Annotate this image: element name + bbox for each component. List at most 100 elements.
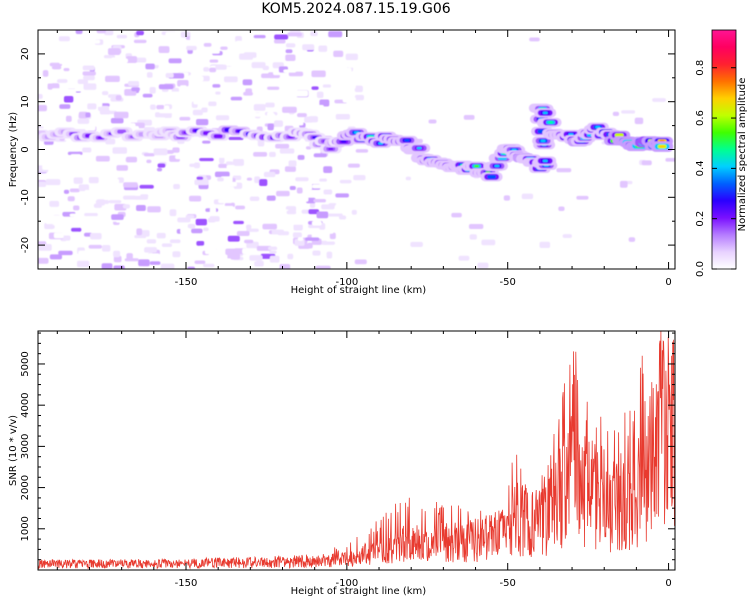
- spectrogram-cell: [242, 248, 255, 254]
- spectrogram-cell: [618, 36, 630, 41]
- spectrogram-cell: [289, 122, 304, 126]
- spectrogram-cell: [113, 154, 126, 159]
- spectrogram-cell: [235, 205, 246, 210]
- spectrogram-cell: [249, 255, 263, 261]
- spectrogram-cell: [528, 80, 540, 85]
- spectrogram-cell: [641, 155, 651, 160]
- spectrogram-cell: [160, 202, 175, 207]
- spectrogram-cell: [203, 67, 210, 72]
- spectrogram-cell: [58, 57, 71, 64]
- spectrogram-cell: [45, 179, 61, 186]
- spectrogram-cell: [73, 205, 80, 211]
- spectrogram-cell: [112, 147, 127, 154]
- spectrogram-cell: [111, 214, 124, 220]
- spectrogram-cell: [222, 258, 232, 263]
- spectrogram-cell: [38, 181, 47, 188]
- spectrogram-cell: [269, 151, 276, 158]
- spectrogram-cell: [239, 167, 254, 174]
- spectrogram-cell: [274, 120, 283, 127]
- spectrogram-cell: [267, 123, 274, 131]
- spectrogram-cell: [345, 32, 352, 40]
- spectrogram-cell: [303, 40, 312, 44]
- spectrogram-cell: [308, 209, 320, 215]
- spectrogram-cell: [169, 239, 181, 244]
- spectrogram-cell: [207, 50, 220, 54]
- spectrogram-cell: [652, 98, 666, 102]
- spectrogram-cell: [269, 255, 280, 263]
- spectrogram-cell: [353, 175, 366, 181]
- spectrogram-cell: [149, 192, 160, 197]
- spectrogram-cell: [169, 209, 177, 217]
- spectrogram-cell: [279, 238, 286, 243]
- spectrogram-cell: [310, 31, 318, 37]
- spectrogram-cell: [309, 202, 316, 208]
- spectrogram-cell: [82, 71, 96, 76]
- spectrogram-cell: [275, 186, 290, 190]
- spectrogram-cell: [380, 153, 388, 160]
- spectrogram-cell: [481, 239, 496, 246]
- spectrogram-cell: [116, 165, 128, 171]
- spectrogram-cell: [161, 243, 173, 247]
- spectrogram-cell: [651, 220, 663, 224]
- spectrogram-cell: [136, 228, 143, 236]
- spectrogram-cell: [313, 199, 326, 203]
- snr-xtick-label: -150: [175, 578, 198, 589]
- spectrogram-cell: [189, 195, 202, 202]
- spectrogram-cell: [156, 65, 167, 73]
- spectrogram-cell: [264, 208, 274, 214]
- spectrogram-cell: [156, 183, 171, 190]
- spectrogram-cell: [311, 70, 326, 78]
- spectrogram-cell: [153, 148, 168, 156]
- spectrogram-cell: [156, 232, 166, 239]
- spectrogram-cell: [107, 237, 119, 244]
- spectrogram-cell: [73, 56, 82, 61]
- spectrogram-cell: [64, 88, 77, 94]
- spectrogram-cell: [347, 62, 355, 68]
- spectrogram-cell: [263, 158, 272, 164]
- spectrogram-cell: [267, 111, 274, 119]
- spectrogram-cell: [255, 237, 262, 241]
- spectrogram-cell: [265, 102, 275, 108]
- spectrogram-cell: [132, 95, 140, 103]
- spectrogram-cell: [105, 75, 120, 83]
- spectrogram-cell: [150, 97, 156, 104]
- spectrogram-cell: [395, 261, 408, 268]
- spectrogram-cell: [52, 224, 67, 229]
- spectrogram-cell: [421, 247, 435, 255]
- spectrogram-cell: [340, 200, 348, 204]
- spectrogram-cell: [84, 189, 90, 196]
- spectrogram-cell: [335, 91, 349, 99]
- spectrogram-cell: [93, 203, 102, 208]
- spectrogram-cell: [38, 257, 49, 264]
- spectrogram-cell: [226, 84, 238, 90]
- spectrogram-cell: [84, 124, 96, 131]
- spectrogram-cell: [339, 179, 352, 184]
- spectrogram-cell: [78, 111, 88, 119]
- spectrogram-cell: [156, 104, 165, 110]
- snr-xtick-label: -100: [335, 578, 358, 589]
- spectrogram-cell: [275, 143, 290, 149]
- spectrogram-cell: [138, 259, 150, 267]
- spectrogram-cell: [108, 48, 121, 55]
- spectrogram-cell: [214, 171, 230, 178]
- spectrogram-cell: [351, 209, 357, 215]
- spectrogram-cell: [311, 86, 319, 90]
- spectrogram-cell: [51, 215, 64, 222]
- spectrogram-cell: [179, 116, 191, 121]
- spectrogram-cell: [180, 85, 187, 89]
- spectrogram-cell: [440, 238, 451, 244]
- spectrogram-cell: [492, 248, 503, 254]
- spectrogram-cell: [319, 99, 330, 107]
- spectrogram-cell: [476, 55, 487, 60]
- spectrogram-cell: [230, 96, 243, 101]
- spectrogram-cell: [136, 30, 144, 36]
- spectrogram-cell: [51, 66, 62, 70]
- spectrogram-cell: [474, 164, 480, 168]
- spectrogram-cell: [124, 220, 133, 227]
- spectrogram-cell: [302, 44, 315, 51]
- spectrogram-cell: [253, 152, 268, 157]
- spectrogram-cell: [52, 107, 58, 113]
- spectrogram-cell: [295, 177, 309, 182]
- spectrogram-cell: [201, 107, 208, 113]
